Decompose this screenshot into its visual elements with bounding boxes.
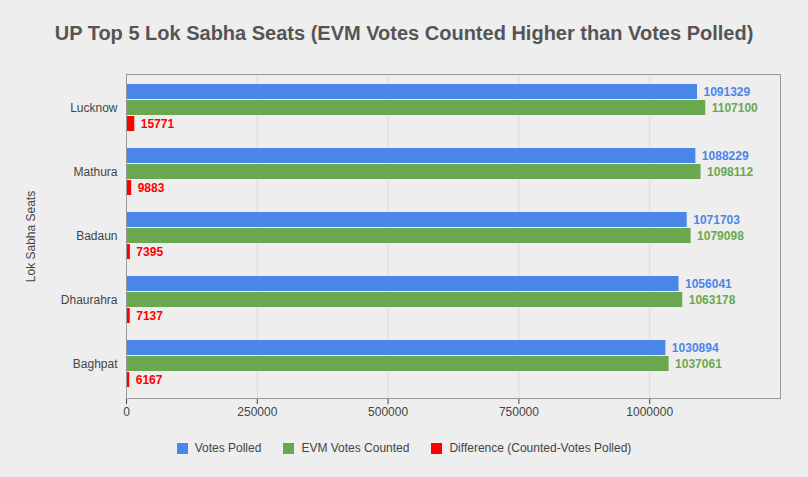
svg-text:1079098: 1079098 [697, 229, 744, 243]
svg-text:1107100: 1107100 [712, 101, 758, 115]
svg-text:1037061: 1037061 [675, 357, 722, 371]
svg-text:1098112: 1098112 [707, 165, 753, 179]
html-text:EVM Votes Counted: EVM Votes Counted [301, 441, 410, 455]
svg-text:6167: 6167 [136, 373, 163, 387]
html-text:UP Top 5 Lok Sabha Seats (EVM: UP Top 5 Lok Sabha Seats (EVM Votes Coun… [54, 22, 754, 44]
svg-text:1088229: 1088229 [702, 149, 749, 163]
svg-text:Baghpat: Baghpat [73, 357, 118, 371]
svg-text:Lucknow: Lucknow [70, 101, 118, 115]
svg-text:Mathura: Mathura [73, 165, 117, 179]
svg-text:1056041: 1056041 [685, 277, 732, 291]
svg-text:500000: 500000 [368, 405, 408, 419]
html-text:Difference (Counted-Votes Poll: Difference (Counted-Votes Polled) [449, 441, 632, 455]
svg-text:1071703: 1071703 [693, 213, 740, 227]
svg-text:9883: 9883 [138, 181, 165, 195]
svg-text:1000000: 1000000 [626, 405, 673, 419]
svg-text:250000: 250000 [237, 405, 277, 419]
svg-text:750000: 750000 [499, 405, 539, 419]
html-text:Votes Polled: Votes Polled [194, 441, 262, 455]
svg-text:15771: 15771 [141, 117, 175, 131]
svg-text:Dhaurahra: Dhaurahra [61, 293, 118, 307]
svg-text:0: 0 [123, 405, 130, 419]
svg-text:1030894: 1030894 [672, 341, 719, 355]
svg-text:Badaun: Badaun [76, 229, 117, 243]
svg-text:7137: 7137 [136, 309, 163, 323]
svg-text:1091329: 1091329 [703, 85, 750, 99]
svg-text:1063178: 1063178 [689, 293, 736, 307]
svg-text:7395: 7395 [136, 245, 163, 259]
svg-text:Lok Sabha Seats: Lok Sabha Seats [24, 191, 38, 282]
